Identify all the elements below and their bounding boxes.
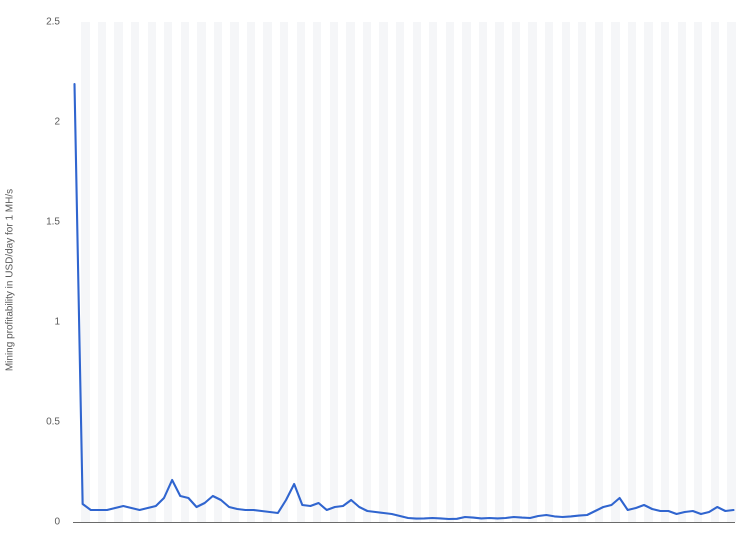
line-series-svg [73, 22, 735, 522]
y-tick-label: 2.5 [0, 17, 60, 28]
y-tick-label: 0 [0, 517, 60, 528]
y-tick-label: 0.5 [0, 417, 60, 428]
y-tick-label: 2 [0, 117, 60, 128]
y-tick-label: 1 [0, 317, 60, 328]
plot-area [73, 22, 735, 523]
line-chart: Mining profitability in USD/day for 1 MH… [0, 0, 754, 560]
series-line [75, 84, 734, 519]
y-tick-label: 1.5 [0, 217, 60, 228]
